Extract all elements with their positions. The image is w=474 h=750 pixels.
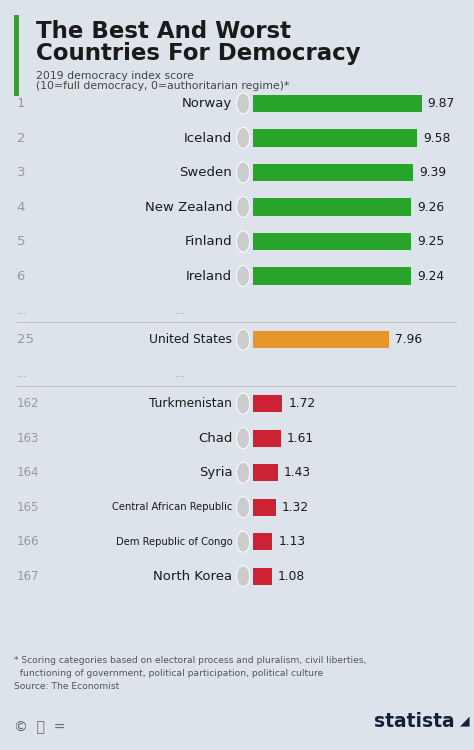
Bar bbox=[253, 464, 277, 482]
Text: Central African Republic: Central African Republic bbox=[112, 503, 232, 512]
Bar bbox=[253, 430, 281, 447]
Bar bbox=[253, 95, 421, 112]
Text: 4: 4 bbox=[17, 200, 25, 214]
Text: 9.58: 9.58 bbox=[423, 131, 450, 145]
Text: New Zealand: New Zealand bbox=[145, 200, 232, 214]
Circle shape bbox=[237, 566, 250, 586]
Text: 9.26: 9.26 bbox=[417, 200, 445, 214]
Circle shape bbox=[237, 162, 250, 183]
Text: 167: 167 bbox=[17, 570, 39, 583]
Bar bbox=[14, 15, 19, 96]
Text: 5: 5 bbox=[17, 235, 25, 248]
Text: 1: 1 bbox=[17, 97, 25, 110]
Circle shape bbox=[237, 496, 250, 517]
Circle shape bbox=[237, 231, 250, 252]
Text: 7.96: 7.96 bbox=[395, 333, 422, 346]
Text: (10=full democracy, 0=authoritarian regime)*: (10=full democracy, 0=authoritarian regi… bbox=[36, 81, 289, 91]
Text: 164: 164 bbox=[17, 466, 39, 479]
Text: 1.72: 1.72 bbox=[289, 398, 316, 410]
Circle shape bbox=[237, 93, 250, 114]
Text: 1.32: 1.32 bbox=[282, 501, 309, 514]
Text: ©  ⓘ  =: © ⓘ = bbox=[14, 721, 65, 734]
Bar bbox=[253, 268, 411, 285]
Text: 1.08: 1.08 bbox=[278, 570, 305, 583]
Bar bbox=[253, 233, 411, 250]
Text: United States: United States bbox=[149, 333, 232, 346]
Text: * Scoring categories based on electoral process and pluralism, civil liberties,
: * Scoring categories based on electoral … bbox=[14, 656, 366, 691]
Text: 6: 6 bbox=[17, 269, 25, 283]
Text: Ireland: Ireland bbox=[186, 269, 232, 283]
Bar bbox=[253, 129, 417, 147]
Text: The Best And Worst: The Best And Worst bbox=[36, 20, 291, 43]
Circle shape bbox=[237, 128, 250, 148]
Text: Syria: Syria bbox=[199, 466, 232, 479]
Text: 1.61: 1.61 bbox=[287, 432, 314, 445]
Circle shape bbox=[237, 427, 250, 448]
Text: 9.25: 9.25 bbox=[417, 235, 444, 248]
Text: ...: ... bbox=[17, 369, 27, 380]
Text: statista: statista bbox=[374, 712, 455, 731]
Text: 9.24: 9.24 bbox=[417, 269, 444, 283]
Bar bbox=[253, 164, 413, 182]
Text: Chad: Chad bbox=[198, 432, 232, 445]
Text: Norway: Norway bbox=[182, 97, 232, 110]
Text: ◢: ◢ bbox=[460, 715, 469, 728]
Bar bbox=[253, 332, 389, 349]
Circle shape bbox=[237, 196, 250, 217]
Text: ...: ... bbox=[17, 305, 27, 316]
Text: 165: 165 bbox=[17, 501, 39, 514]
Text: Finland: Finland bbox=[185, 235, 232, 248]
Bar bbox=[253, 533, 273, 550]
Text: 9.87: 9.87 bbox=[428, 97, 455, 110]
Text: Sweden: Sweden bbox=[180, 166, 232, 179]
Text: 166: 166 bbox=[17, 536, 39, 548]
Bar bbox=[253, 199, 411, 216]
Text: 1.13: 1.13 bbox=[279, 536, 306, 548]
Text: 2019 democracy index score: 2019 democracy index score bbox=[36, 71, 193, 81]
Text: 163: 163 bbox=[17, 432, 39, 445]
Text: 25: 25 bbox=[17, 333, 34, 346]
Text: 2: 2 bbox=[17, 131, 25, 145]
Text: ...: ... bbox=[175, 369, 185, 380]
Text: North Korea: North Korea bbox=[153, 570, 232, 583]
Circle shape bbox=[237, 393, 250, 414]
Bar bbox=[253, 568, 272, 585]
Text: Dem Republic of Congo: Dem Republic of Congo bbox=[116, 537, 232, 547]
Text: ...: ... bbox=[175, 305, 185, 316]
Text: Countries For Democracy: Countries For Democracy bbox=[36, 42, 360, 65]
Circle shape bbox=[237, 329, 250, 350]
Text: 9.39: 9.39 bbox=[419, 166, 447, 179]
Text: Turkmenistan: Turkmenistan bbox=[149, 398, 232, 410]
Text: 1.43: 1.43 bbox=[283, 466, 311, 479]
Bar bbox=[253, 395, 283, 412]
Text: Iceland: Iceland bbox=[184, 131, 232, 145]
Circle shape bbox=[237, 531, 250, 552]
Text: 3: 3 bbox=[17, 166, 25, 179]
Text: 162: 162 bbox=[17, 398, 39, 410]
Circle shape bbox=[237, 266, 250, 286]
Circle shape bbox=[237, 462, 250, 483]
Bar bbox=[253, 499, 276, 516]
